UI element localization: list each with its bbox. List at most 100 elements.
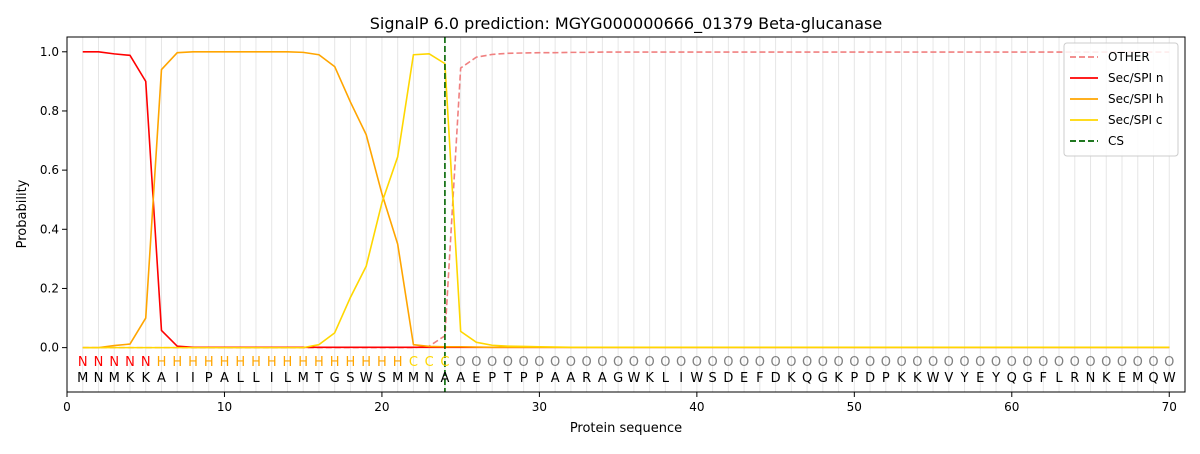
series-line-sec-spi-c [82, 53, 1170, 349]
residue-label: L [237, 371, 245, 386]
region-label: O [755, 355, 765, 370]
residue-label: G [330, 371, 340, 386]
region-label: O [896, 355, 906, 370]
residue-label: F [1040, 371, 1047, 386]
residue-label: D [723, 371, 733, 386]
x-tick-label: 10 [217, 400, 232, 414]
region-label: H [314, 355, 324, 370]
region-label: O [1117, 355, 1127, 370]
y-tick-label: 0.0 [40, 341, 59, 355]
region-label: O [865, 355, 875, 370]
residue-label: I [679, 371, 683, 386]
x-axis: 0 10 20 30 40 50 60 70 [63, 392, 1177, 414]
x-tick-label: 30 [532, 400, 547, 414]
region-label: O [534, 355, 544, 370]
region-label: O [944, 355, 954, 370]
series-line-sec-spi-h [82, 50, 1170, 349]
region-label: O [1164, 355, 1174, 370]
region-label: O [582, 355, 592, 370]
region-label: O [456, 355, 466, 370]
residue-label: P [535, 371, 543, 386]
region-label: O [802, 355, 812, 370]
x-tick-label: 70 [1162, 400, 1177, 414]
region-label: H [172, 355, 182, 370]
residue-label: K [913, 371, 922, 386]
residue-label: A [566, 371, 575, 386]
y-tick-label: 0.4 [40, 222, 59, 236]
region-label: O [1022, 355, 1032, 370]
y-tick-label: 0.8 [40, 104, 59, 118]
residue-label: R [1070, 371, 1079, 386]
residue-label: E [1118, 371, 1126, 386]
y-axis-label: Probability [15, 179, 30, 248]
residue-label: A [220, 371, 229, 386]
sequence-labels: NMNNNMNKNKHAHIHIHPHAHLHLHIHLHMHTHGHSHWHS… [77, 355, 1176, 386]
region-label: H [361, 355, 371, 370]
region-label: O [786, 355, 796, 370]
residue-label: A [456, 371, 465, 386]
vertical-gridlines [82, 37, 1170, 392]
residue-label: A [598, 371, 607, 386]
region-label: O [833, 355, 843, 370]
region-label: O [959, 355, 969, 370]
y-tick-label: 0.6 [40, 163, 59, 177]
residue-label: S [346, 371, 354, 386]
residue-label: N [424, 371, 434, 386]
region-label: H [157, 355, 167, 370]
region-label: O [660, 355, 670, 370]
residue-label: T [314, 371, 323, 386]
region-label: O [1148, 355, 1158, 370]
residue-label: T [503, 371, 512, 386]
region-label: H [251, 355, 261, 370]
region-label: H [330, 355, 340, 370]
region-label: C [440, 355, 449, 370]
residue-label: W [360, 371, 373, 386]
region-label: O [503, 355, 513, 370]
residue-label: W [627, 371, 640, 386]
region-label: O [597, 355, 607, 370]
region-label: O [1133, 355, 1143, 370]
residue-label: M [408, 371, 419, 386]
region-label: O [1070, 355, 1080, 370]
region-label: O [519, 355, 529, 370]
residue-label: E [472, 371, 480, 386]
residue-label: F [756, 371, 763, 386]
residue-label: G [613, 371, 623, 386]
residue-label: M [298, 371, 309, 386]
region-label: H [267, 355, 277, 370]
region-label: O [881, 355, 891, 370]
residue-label: Q [1148, 371, 1158, 386]
y-tick-label: 0.2 [40, 281, 59, 295]
residue-label: L [662, 371, 670, 386]
region-label: O [928, 355, 938, 370]
residue-label: M [392, 371, 403, 386]
series-line-other [82, 51, 1170, 349]
residue-label: L [252, 371, 260, 386]
residue-label: M [109, 371, 120, 386]
residue-label: Q [802, 371, 812, 386]
legend-label: CS [1108, 134, 1124, 148]
axes-frame [66, 36, 1186, 393]
residue-label: K [141, 371, 150, 386]
residue-label: Y [960, 371, 969, 386]
residue-label: W [927, 371, 940, 386]
residue-label: L [284, 371, 292, 386]
region-label: H [235, 355, 245, 370]
region-label: O [975, 355, 985, 370]
residue-label: M [77, 371, 88, 386]
region-label: O [471, 355, 481, 370]
residue-label: V [944, 371, 953, 386]
chart-title: SignalP 6.0 prediction: MGYG000000666_01… [370, 14, 882, 34]
region-label: H [377, 355, 387, 370]
x-tick-label: 40 [689, 400, 704, 414]
x-tick-label: 60 [1004, 400, 1019, 414]
region-label: O [912, 355, 922, 370]
residue-label: K [645, 371, 654, 386]
region-label: O [487, 355, 497, 370]
residue-label: A [157, 371, 166, 386]
region-label: H [298, 355, 308, 370]
region-label: O [550, 355, 560, 370]
x-tick-label: 20 [374, 400, 389, 414]
region-label: H [393, 355, 403, 370]
